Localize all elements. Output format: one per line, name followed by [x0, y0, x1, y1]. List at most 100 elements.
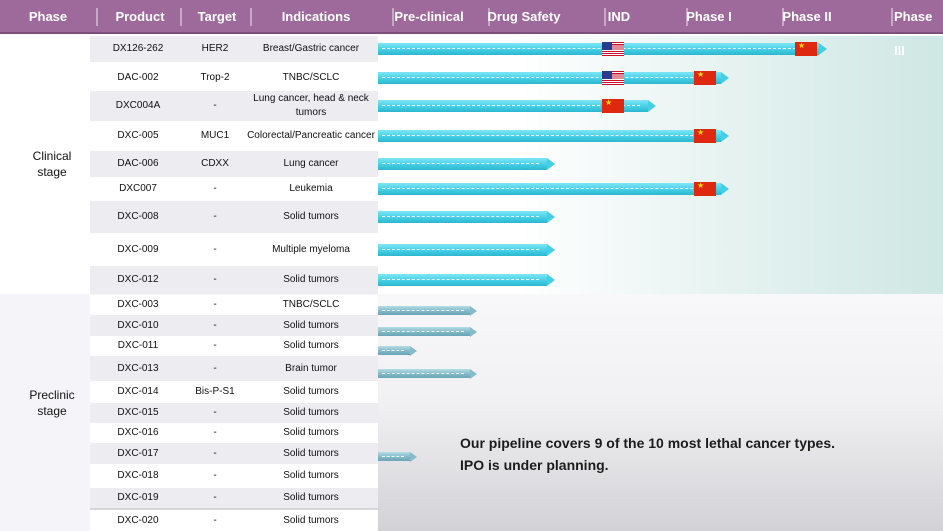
- progress-bar: [378, 130, 729, 142]
- cell-target: -: [213, 100, 217, 111]
- progress-arrow-icon: [721, 183, 729, 195]
- header-divider: [250, 8, 252, 26]
- header-indications: Indications: [281, 9, 351, 24]
- cell-indication: Lung cancer: [283, 158, 339, 169]
- header-preclinical: Pre-clinical: [394, 9, 464, 24]
- table-row: [90, 266, 378, 294]
- header-divider: [891, 8, 893, 26]
- flag-star: ★: [605, 98, 613, 107]
- table-row: [90, 233, 378, 266]
- cell-product: DXC-019: [117, 492, 159, 503]
- cell-target: -: [213, 362, 217, 374]
- progress-arrow-icon: [410, 451, 417, 462]
- header-divider: [180, 8, 182, 26]
- progress-arrow-icon: [470, 368, 477, 379]
- header-product: Product: [115, 9, 165, 24]
- progress-arrow-icon: [470, 305, 477, 316]
- cell-target: -: [213, 447, 217, 459]
- cell-target: -: [213, 492, 217, 503]
- cell-product: DXC-013: [117, 362, 159, 374]
- bar-dash-line: [382, 350, 404, 351]
- stage-label-line: stage: [37, 404, 67, 418]
- flag-star: ★: [697, 70, 705, 79]
- stage-label-line: Preclinic: [29, 388, 75, 402]
- cell-target: -: [213, 299, 217, 310]
- cell-indication: Brain tumor: [285, 362, 337, 374]
- preclinic-stage-label-area: [0, 294, 90, 531]
- table-row: [90, 510, 378, 531]
- header-phase1: Phase I: [686, 9, 732, 24]
- cell-indication: Breast/Gastric cancer: [262, 43, 360, 54]
- progress-bar: [378, 274, 555, 286]
- cell-target: -: [213, 470, 217, 481]
- bar-dash-line: [382, 216, 539, 217]
- progress-arrow-icon: [547, 274, 555, 286]
- cell-product: DXC-010: [117, 319, 159, 331]
- table-row: [90, 177, 378, 201]
- header-phase3: Phase III: [894, 9, 933, 58]
- clinical-stage-label: Clinical stage: [14, 148, 90, 180]
- cell-product: DXC-009: [117, 243, 159, 255]
- cell-product: DXC-016: [117, 427, 159, 438]
- progress-arrow-icon: [547, 211, 555, 223]
- flag-canton: [602, 42, 612, 50]
- bar-dash-line: [382, 373, 464, 374]
- progress-bar: [378, 368, 477, 379]
- cell-target: -: [213, 514, 217, 526]
- us-flag-icon: [602, 42, 624, 56]
- cell-target: -: [213, 243, 217, 255]
- cell-indication: Leukemia: [289, 183, 333, 194]
- cell-target: -: [213, 407, 217, 418]
- cell-target: MUC1: [200, 130, 230, 141]
- pipeline-note: Our pipeline covers 9 of the 10 most let…: [460, 432, 835, 476]
- progress-arrow-icon: [410, 345, 417, 356]
- bar-dash-line: [382, 48, 811, 49]
- cell-product: DXC-011: [117, 340, 159, 351]
- cell-target: -: [213, 340, 217, 351]
- header-target: Target: [197, 9, 237, 24]
- cell-target: CDXX: [201, 158, 229, 169]
- progress-bar: [378, 183, 729, 195]
- cell-product: DXC-003: [117, 299, 159, 310]
- cell-product: DXC007: [119, 183, 157, 194]
- progress-arrow-icon: [721, 130, 729, 142]
- china-flag-icon: ★: [795, 42, 817, 56]
- progress-bar: [378, 100, 656, 112]
- pipeline-header: Phase Product Target Indications Pre-cli…: [0, 0, 943, 58]
- flag-star: ★: [697, 128, 705, 137]
- flag-canton: [602, 71, 612, 79]
- progress-arrow-icon: [648, 100, 656, 112]
- flag-star: ★: [697, 181, 705, 190]
- cell-indication: Solid tumors: [283, 319, 339, 331]
- china-flag-icon: ★: [694, 71, 716, 85]
- cell-product: DAC-002: [117, 71, 159, 83]
- bar-dash-line: [382, 456, 404, 457]
- cell-target: -: [213, 183, 217, 194]
- china-flag-icon: ★: [602, 99, 624, 113]
- cell-product: DXC004A: [115, 100, 161, 111]
- cell-indication: TNBC/SCLC: [282, 299, 340, 310]
- bar-dash-line: [382, 279, 539, 280]
- table-row: [90, 121, 378, 151]
- cell-target: HER2: [201, 43, 229, 54]
- table-row: [90, 423, 378, 443]
- progress-bar: [378, 305, 477, 316]
- table-row: [90, 151, 378, 177]
- table-row: [90, 295, 378, 315]
- progress-bar: [378, 158, 555, 170]
- note-line-2: IPO is under planning.: [460, 457, 609, 473]
- progress-arrow-icon: [470, 326, 477, 337]
- bar-dash-line: [382, 331, 464, 332]
- cell-target: -: [213, 211, 217, 222]
- progress-arrow-icon: [819, 43, 827, 55]
- cell-indication: Solid tumors: [283, 340, 339, 351]
- cell-indication: Solid tumors: [283, 407, 339, 418]
- cell-target: -: [213, 319, 217, 331]
- progress-bar: [378, 43, 827, 55]
- table-row: [90, 488, 378, 508]
- cell-indication: Solid tumors: [283, 211, 339, 222]
- flag-star: ★: [798, 41, 806, 50]
- progress-bar: [378, 451, 417, 462]
- cell-indication: Solid tumors: [283, 514, 339, 526]
- cell-target: Bis-P-S1: [195, 386, 235, 397]
